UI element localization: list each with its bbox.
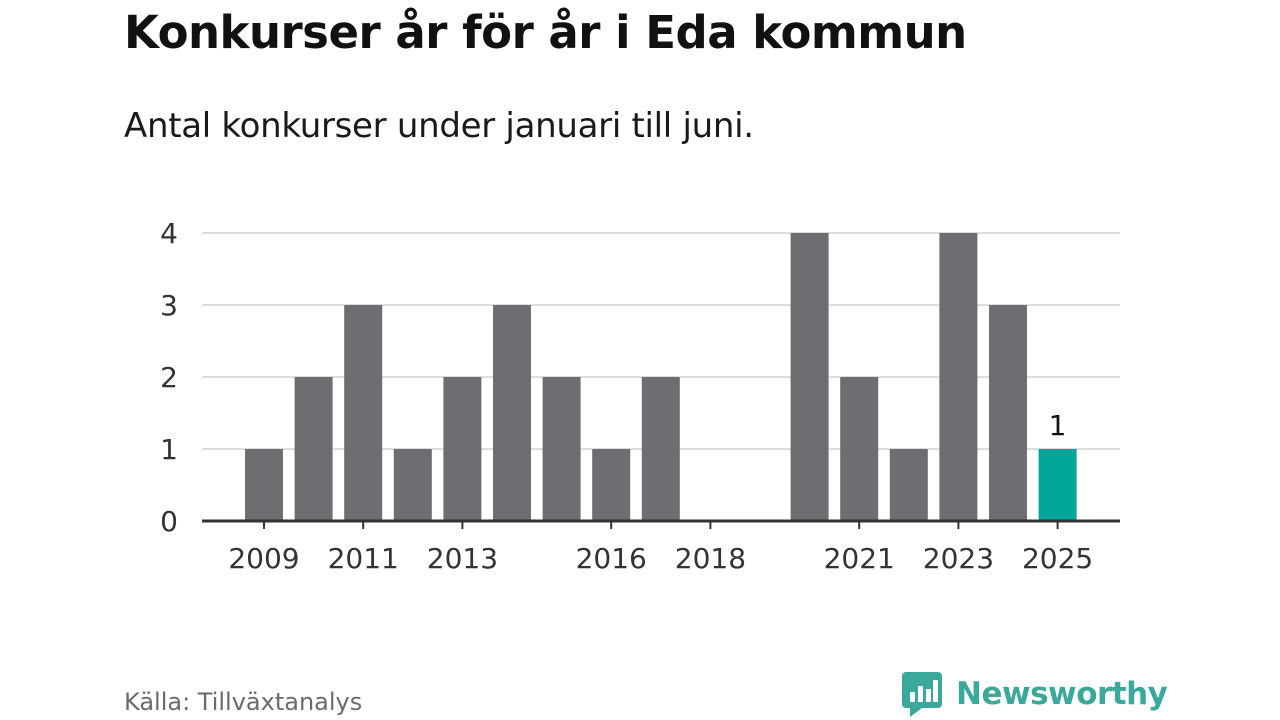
y-tick-label: 3 — [160, 289, 178, 322]
bar-2023 — [939, 233, 978, 521]
x-tick-label: 2011 — [328, 542, 399, 575]
bar-2009 — [245, 449, 283, 521]
x-tick-label: 2025 — [1022, 542, 1093, 575]
x-tick-label: 2016 — [576, 542, 647, 575]
y-tick-label: 0 — [160, 505, 178, 538]
brand-logo: Newsworthy — [902, 670, 1168, 718]
bar-2020 — [790, 233, 829, 521]
x-tick-label: 2009 — [228, 542, 299, 575]
bar-2014 — [493, 305, 531, 521]
chart-title: Konkurser år för år i Eda kommun — [124, 6, 967, 59]
source-note: Källa: Tillväxtanalys — [124, 688, 363, 716]
data-label: 1 — [1049, 409, 1067, 442]
bar-2024 — [989, 305, 1027, 521]
bar-2011 — [344, 305, 383, 521]
bar-2010 — [294, 377, 333, 521]
chart-subtitle: Antal konkurser under januari till juni. — [124, 106, 754, 146]
y-tick-label: 2 — [160, 361, 178, 394]
bar-chart: 0 1 2 3 4 2009 2011 2013 2016 2018 2021 2023 2025 1 — [160, 217, 1120, 575]
bar-2025 — [1038, 449, 1077, 521]
x-tick-label: 2018 — [675, 542, 746, 575]
bar-2016 — [592, 449, 631, 521]
y-tick-label: 4 — [160, 217, 178, 250]
x-tick-label: 2013 — [427, 542, 498, 575]
bar-2012 — [393, 449, 432, 521]
x-tick-label: 2023 — [923, 542, 994, 575]
y-tick-label: 1 — [160, 433, 178, 466]
bar-2015 — [542, 377, 581, 521]
bar-2013 — [443, 377, 482, 521]
newsworthy-logo-icon — [902, 672, 942, 717]
brand-name: Newsworthy — [956, 676, 1168, 712]
bar-2017 — [641, 377, 680, 521]
x-tick-label: 2021 — [824, 542, 895, 575]
bar-2022 — [889, 449, 928, 521]
bar-2021 — [840, 377, 879, 521]
